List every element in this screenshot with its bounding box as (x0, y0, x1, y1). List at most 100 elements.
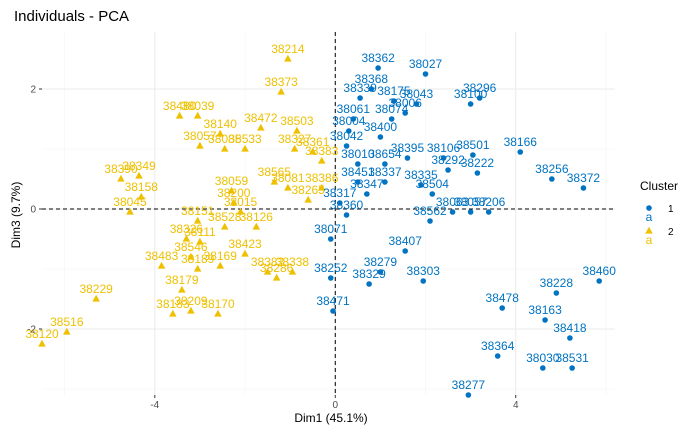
data-point (175, 111, 184, 119)
data-point (449, 209, 456, 215)
data-point (214, 309, 222, 317)
data-point-label: 38528 (208, 210, 242, 224)
data-point (499, 305, 506, 311)
x-tick-label: 4 (513, 400, 519, 411)
legend-label: 2 (668, 227, 674, 238)
data-point-label: 38471 (316, 294, 350, 308)
data-point (63, 327, 71, 335)
data-point-label: 38183 (156, 297, 190, 311)
data-point-label: 38206 (472, 195, 506, 209)
data-point (427, 218, 433, 224)
data-point (187, 252, 195, 260)
y-tick-label: 2 (30, 85, 36, 96)
data-point (117, 174, 125, 182)
data-point-label: 38531 (555, 351, 589, 365)
data-point-label: 38015 (224, 195, 258, 209)
data-point (553, 290, 560, 296)
data-point-label: 38483 (145, 249, 179, 263)
data-point (467, 209, 474, 215)
data-point (196, 141, 204, 149)
data-point-label: 38059 (215, 174, 249, 188)
data-point (467, 101, 474, 107)
data-point-label: 38364 (481, 339, 515, 353)
data-point-label: 38063 (436, 195, 470, 209)
y-tick-label: 0 (30, 205, 36, 216)
data-point-label: 38042 (330, 129, 364, 143)
data-point-label: 38030 (526, 351, 560, 365)
data-point-label: 38039 (181, 99, 215, 113)
data-point-label: 38100 (454, 87, 488, 101)
data-point (494, 353, 501, 359)
data-point (355, 161, 361, 167)
data-point-label: 38565 (258, 165, 292, 179)
data-point (474, 170, 481, 176)
data-point-label: 38423 (228, 237, 262, 251)
data-point-label: 38386 (305, 171, 339, 185)
data-point (413, 101, 420, 107)
legend-title: Cluster (640, 179, 678, 193)
data-point-label: 38214 (271, 42, 305, 56)
data-point (402, 248, 409, 254)
data-point-label: 38335 (404, 168, 438, 182)
x-tick-label: -4 (150, 400, 159, 411)
data-point-label: 38292 (431, 153, 465, 167)
data-point-label: 38480 (163, 99, 197, 113)
data-point (272, 273, 281, 281)
data-point-label: 38329 (352, 267, 386, 281)
x-tick-label: 0 (332, 400, 338, 411)
data-point (350, 116, 357, 122)
data-point-label: 38654 (368, 147, 402, 161)
data-point-label: 38400 (364, 120, 398, 134)
chart-title: Individuals - PCA (14, 8, 129, 25)
data-point-label: 38503 (280, 114, 314, 128)
data-point-label: 38372 (567, 171, 601, 185)
data-point-label: 38006 (389, 96, 423, 110)
data-point-label: 38071 (314, 222, 348, 236)
data-point (290, 144, 299, 152)
points-layer (38, 54, 603, 398)
data-point (569, 365, 575, 371)
data-point (476, 95, 483, 101)
data-point (126, 207, 134, 215)
data-point-label: 38362 (361, 51, 395, 65)
data-point (366, 281, 372, 287)
data-point (357, 95, 363, 101)
data-point (567, 335, 573, 341)
data-point-label: 38546 (174, 240, 208, 254)
data-point-label: 38228 (540, 276, 574, 290)
data-point-label: 38057 (183, 129, 217, 143)
y-axis-label: Dim3 (9.7%) (9, 182, 23, 249)
data-point-label: 38383 (305, 144, 339, 158)
data-point (227, 186, 236, 194)
data-point (229, 198, 238, 206)
data-point (355, 179, 361, 185)
data-point-label: 38501 (456, 138, 490, 152)
data-point-label: 38045 (113, 195, 147, 209)
data-point-label: 38163 (528, 303, 562, 317)
data-point-label: 38151 (181, 204, 215, 218)
data-point (157, 261, 166, 269)
data-point-label: 38277 (452, 378, 486, 392)
data-point-label: 38175 (377, 84, 411, 98)
data-point (540, 365, 546, 371)
data-point-label: 38286 (260, 261, 294, 275)
data-point (38, 339, 46, 347)
data-point-label: 38390 (104, 162, 138, 176)
data-point (402, 110, 409, 116)
data-point-label: 38222 (461, 156, 495, 170)
data-point (178, 285, 186, 293)
data-point-label: 38533 (228, 132, 262, 146)
legend-symbol: a (646, 233, 653, 247)
data-point (284, 54, 292, 62)
data-point (216, 261, 224, 269)
data-point-label: 38395 (391, 141, 425, 155)
data-point-label: 38516 (50, 315, 84, 329)
data-point-label: 38140 (204, 117, 238, 131)
data-point (420, 278, 427, 284)
data-point-label: 38189 (181, 252, 215, 266)
legend-symbol: a (646, 210, 653, 224)
data-point (187, 306, 195, 314)
data-point-label: 38337 (368, 165, 402, 179)
data-point (422, 71, 429, 77)
